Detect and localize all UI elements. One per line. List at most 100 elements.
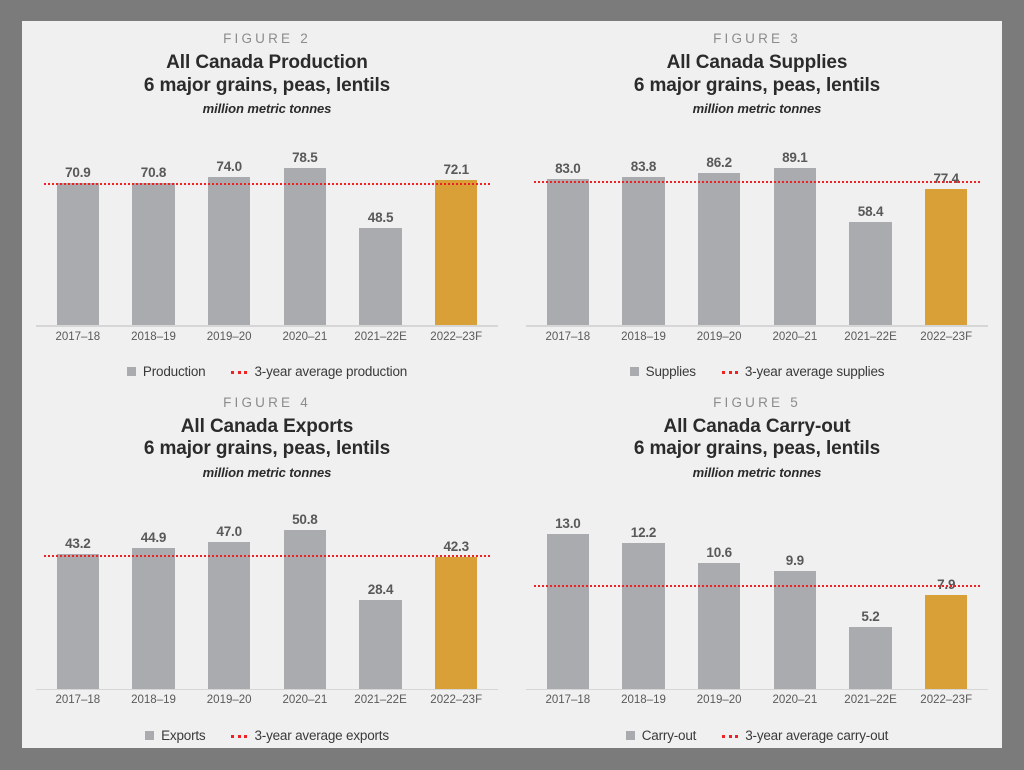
panel-title-line1: All Canada Exports — [180, 415, 354, 437]
bar-value-label: 47.0 — [216, 523, 242, 539]
bar[interactable]: 43.2 — [56, 536, 100, 690]
x-axis-tick-label: 2020–21 — [282, 330, 328, 343]
bar-slot: 77.4 — [908, 134, 984, 327]
bar[interactable]: 10.6 — [697, 545, 741, 690]
bar[interactable]: 58.4 — [849, 204, 892, 327]
bar-value-label: 78.5 — [292, 149, 318, 165]
panel-title: All Canada Supplies 6 major grains, peas… — [512, 52, 1002, 97]
legend-item-series[interactable]: Exports — [145, 728, 206, 743]
bar-slot: 43.2 — [40, 498, 116, 690]
plot-area: 70.9 70.8 74.0 78.5 48.5 72.1 2017–18 2018–19 2… — [36, 116, 498, 385]
x-axis-tick-label: 2017–18 — [545, 694, 591, 706]
bar-value-label: 58.4 — [857, 204, 884, 220]
square-swatch-icon — [625, 730, 635, 740]
bar[interactable]: 74.0 — [207, 159, 251, 327]
bar-value-label: 86.2 — [706, 154, 732, 170]
bar[interactable]: 83.0 — [546, 161, 590, 327]
dotted-line-swatch-icon — [231, 367, 248, 376]
bar-forecast[interactable]: 42.3 — [435, 539, 478, 690]
panel-subtitle: million metric tonnes — [692, 101, 822, 117]
x-axis-ticks: 2017–18 2018–19 2019–20 2020–21 2021–22E 2022… — [530, 331, 984, 351]
bar-slot: 7.9 — [908, 498, 984, 690]
legend-series-label: Carry-out — [641, 727, 697, 743]
bar[interactable]: 86.2 — [697, 155, 741, 327]
bar-value-label: 28.4 — [367, 582, 394, 598]
panel-title: All Canada Carry-out 6 major grains, pea… — [512, 416, 1002, 461]
bar[interactable]: 28.4 — [359, 582, 402, 690]
bar-forecast[interactable]: 72.1 — [435, 162, 478, 327]
bar[interactable]: 48.5 — [359, 210, 402, 327]
bar-slot: 83.0 — [530, 134, 606, 327]
legend-item-average[interactable]: 3-year average exports — [231, 728, 389, 743]
figure-panel-5: FIGURE 5 All Canada Carry-out 6 major gr… — [512, 385, 1002, 749]
average-line — [44, 183, 490, 186]
bar-slot: 78.5 — [267, 134, 343, 327]
legend-item-average[interactable]: 3-year average supplies — [721, 364, 885, 379]
x-axis-tick-label: 2021–22E — [844, 694, 897, 706]
chart-legend: Production 3-year average production — [40, 359, 494, 385]
bar[interactable]: 70.8 — [132, 165, 175, 327]
bar[interactable]: 78.5 — [283, 150, 327, 327]
legend-series-label: Production — [142, 364, 206, 379]
dotted-line-swatch-icon — [722, 731, 739, 740]
figure-panel-3: FIGURE 3 All Canada Supplies 6 major gra… — [512, 21, 1002, 385]
chart-legend: Carry-out 3-year average carry-out — [530, 722, 984, 748]
panel-title-line2: 6 major grains, peas, lentils — [633, 74, 881, 96]
x-axis-tick-label: 2021–22E — [354, 330, 407, 343]
bar[interactable]: 44.9 — [132, 530, 175, 690]
bar-value-label: 9.9 — [785, 552, 804, 568]
bar[interactable]: 89.1 — [773, 150, 817, 327]
figure-label: FIGURE 5 — [713, 394, 801, 410]
bar-slot: 5.2 — [833, 498, 909, 690]
bar-slot: 48.5 — [343, 134, 419, 327]
bar[interactable]: 70.9 — [56, 165, 100, 327]
panel-title-line2: 6 major grains, peas, lentils — [633, 438, 881, 460]
panel-header: FIGURE 5 All Canada Carry-out 6 major gr… — [512, 385, 1002, 480]
legend-item-average[interactable]: 3-year average production — [231, 364, 407, 379]
x-axis-tick-label: 2020–21 — [282, 694, 328, 706]
bar-value-label: 77.4 — [933, 170, 959, 186]
panel-title-line2: 6 major grains, peas, lentils — [143, 74, 391, 96]
legend-item-average[interactable]: 3-year average carry-out — [722, 728, 888, 743]
bar-value-label: 44.9 — [140, 530, 167, 546]
bar-value-label: 42.3 — [443, 538, 469, 554]
legend-item-series[interactable]: Production — [126, 364, 206, 379]
bar-series: 43.2 44.9 47.0 50.8 28.4 42.3 — [40, 498, 494, 690]
plot-area: 13.0 12.2 10.6 9.9 5.2 7.9 2017–18 2018–19 2019… — [526, 480, 988, 748]
x-axis-tick-label: 2021–22E — [354, 694, 407, 706]
panel-header: FIGURE 3 All Canada Supplies 6 major gra… — [512, 21, 1002, 116]
bar-value-label: 83.8 — [630, 159, 657, 175]
x-axis-tick-label: 2020–21 — [772, 694, 818, 706]
bar-slot: 72.1 — [418, 134, 494, 327]
panel-title-line1: All Canada Production — [166, 52, 368, 74]
x-axis-tick-label: 2019–20 — [206, 330, 252, 343]
figure-grid: FIGURE 2 All Canada Production 6 major g… — [22, 21, 1002, 748]
legend-item-series[interactable]: Supplies — [629, 364, 696, 379]
bar[interactable]: 83.8 — [622, 159, 665, 327]
bar-value-label: 48.5 — [367, 210, 394, 226]
bar-slot: 58.4 — [833, 134, 909, 327]
chart-legend: Supplies 3-year average supplies — [530, 359, 984, 385]
bar[interactable]: 12.2 — [622, 525, 665, 690]
bar[interactable]: 50.8 — [283, 512, 327, 690]
bar-forecast[interactable]: 77.4 — [925, 171, 968, 327]
bar[interactable]: 47.0 — [207, 524, 251, 690]
panel-title-line1: All Canada Supplies — [666, 52, 848, 74]
average-line — [534, 180, 980, 183]
axis-baseline — [526, 688, 988, 690]
axis-baseline — [36, 325, 498, 327]
bar[interactable]: 9.9 — [773, 553, 817, 690]
bar[interactable]: 13.0 — [546, 516, 590, 690]
bar-value-label: 70.9 — [65, 164, 91, 180]
figure-label: FIGURE 4 — [223, 394, 311, 410]
legend-item-series[interactable]: Carry-out — [625, 727, 697, 743]
x-axis-tick-label: 2018–19 — [131, 694, 176, 706]
bar-series: 70.9 70.8 74.0 78.5 48.5 72.1 — [40, 134, 494, 327]
panel-subtitle: million metric tonnes — [202, 464, 332, 480]
bar-value-label: 12.2 — [630, 525, 657, 541]
bar[interactable]: 5.2 — [849, 609, 892, 690]
x-axis-tick-label: 2019–20 — [696, 330, 742, 343]
bar-value-label: 10.6 — [706, 544, 732, 560]
bar-forecast[interactable]: 7.9 — [925, 577, 968, 690]
square-swatch-icon — [145, 730, 155, 740]
